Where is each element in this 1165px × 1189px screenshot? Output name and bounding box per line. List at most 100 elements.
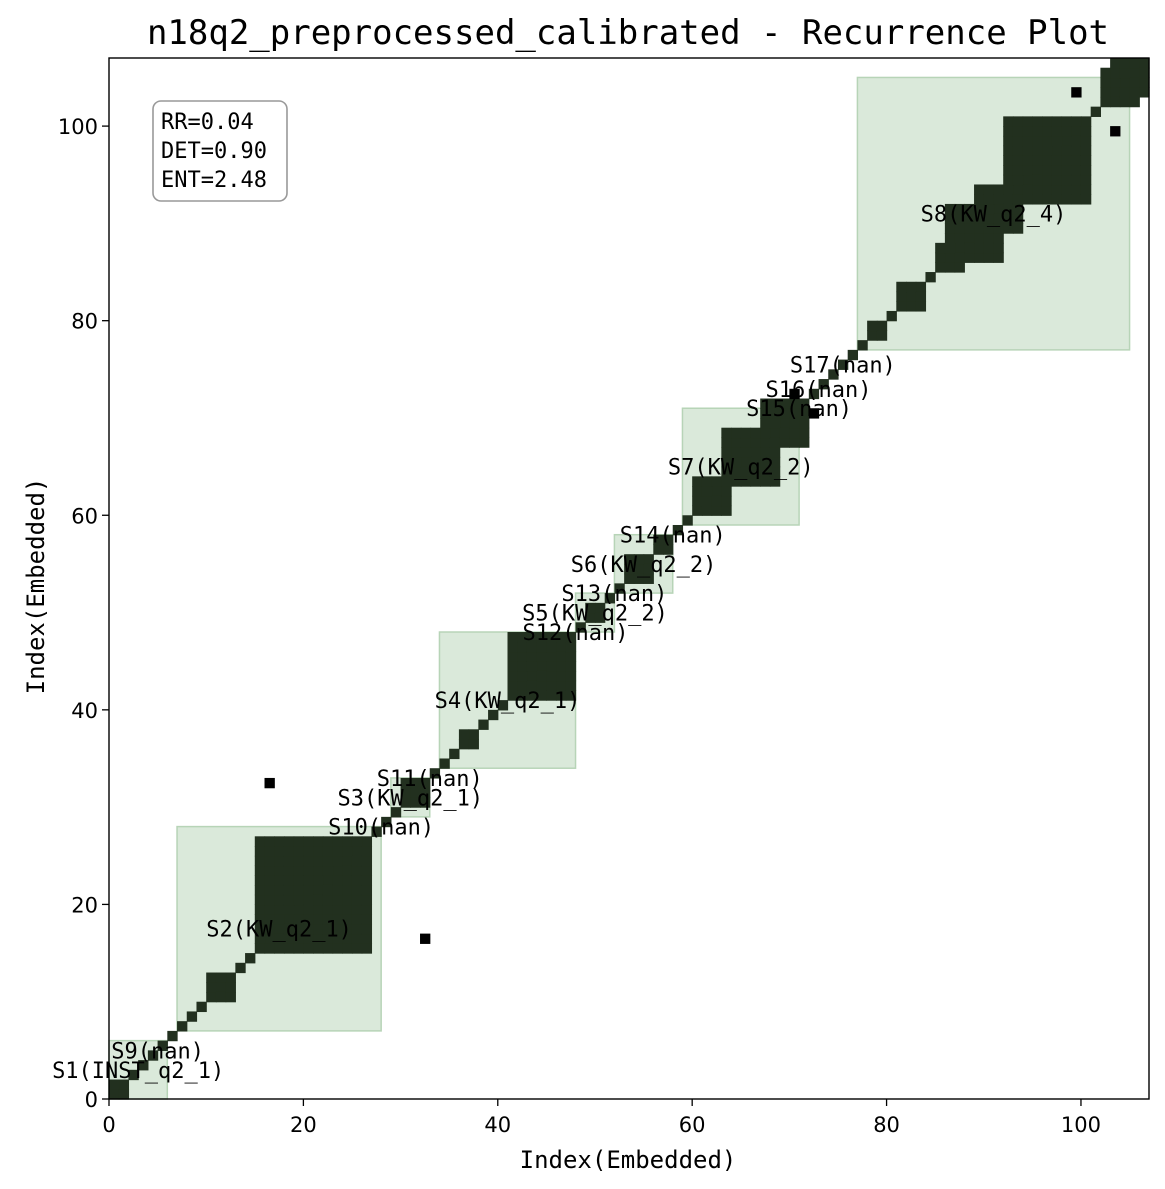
recurrence-point xyxy=(1071,135,1082,147)
recurrence-point xyxy=(225,982,236,993)
recurrence-point xyxy=(342,875,353,886)
recurrence-point xyxy=(1080,165,1092,176)
recurrence-point xyxy=(526,641,538,653)
recurrence-point xyxy=(478,719,489,730)
recurrence-point xyxy=(303,923,314,935)
recurrence-point xyxy=(526,690,538,701)
recurrence-point xyxy=(954,203,965,215)
segment-label: S6(KW_q2_2) xyxy=(571,553,717,578)
segment-label: S4(KW_q2_1) xyxy=(435,689,581,714)
recurrence-point xyxy=(1022,126,1033,137)
segment-label: S1(INST_q2_1) xyxy=(52,1059,224,1084)
recurrence-point xyxy=(769,447,781,458)
stats-box: RR=0.04 DET=0.90 ENT=2.48 xyxy=(152,100,288,202)
recurrence-point xyxy=(789,408,800,419)
recurrence-point xyxy=(779,427,790,439)
recurrence-point xyxy=(264,855,275,867)
recurrence-point xyxy=(983,223,995,234)
recurrence-point xyxy=(964,233,975,244)
recurrence-point xyxy=(536,632,547,643)
recurrence-point xyxy=(254,904,266,915)
recurrence-point xyxy=(118,1089,130,1100)
recurrence-point xyxy=(322,875,334,886)
x-tick-label: 100 xyxy=(1061,1113,1101,1137)
recurrence-point xyxy=(799,398,810,409)
recurrence-point xyxy=(556,670,567,682)
recurrence-point xyxy=(254,884,266,896)
recurrence-point xyxy=(1100,96,1111,108)
recurrence-point xyxy=(342,846,353,857)
recurrence-point xyxy=(293,923,304,935)
recurrence-point xyxy=(633,554,645,565)
recurrence-point xyxy=(974,223,985,234)
recurrence-point xyxy=(886,310,897,322)
recurrence-point xyxy=(789,417,800,429)
recurrence-point xyxy=(1003,213,1014,224)
recurrence-point xyxy=(322,855,334,867)
recurrence-point xyxy=(750,427,761,439)
recurrence-point xyxy=(954,233,965,244)
recurrence-point xyxy=(1042,135,1053,147)
recurrence-point xyxy=(274,865,285,876)
recurrence-point xyxy=(789,388,800,400)
recurrence-point xyxy=(1061,145,1072,156)
recurrence-point xyxy=(342,836,353,847)
recurrence-point xyxy=(225,991,236,1003)
recurrence-point xyxy=(322,894,334,906)
recurrence-point xyxy=(789,427,800,439)
recurrence-point xyxy=(556,651,567,662)
x-tick-label: 80 xyxy=(873,1113,900,1137)
recurrence-point xyxy=(1100,67,1111,79)
recurrence-point xyxy=(750,456,761,468)
recurrence-point xyxy=(497,700,509,711)
recurrence-point xyxy=(507,632,518,643)
recurrence-point xyxy=(332,923,343,935)
recurrence-point xyxy=(1051,165,1063,176)
recurrence-point xyxy=(1051,145,1063,156)
recurrence-point xyxy=(594,602,606,614)
recurrence-point xyxy=(1003,223,1014,234)
recurrence-point xyxy=(1071,194,1082,205)
recurrence-point xyxy=(1051,194,1063,205)
recurrence-point xyxy=(283,855,295,867)
recurrence-point xyxy=(1080,145,1092,156)
recurrence-point xyxy=(254,943,266,954)
recurrence-point xyxy=(322,943,334,954)
recurrence-point xyxy=(1032,126,1043,137)
recurrence-point xyxy=(274,836,285,847)
recurrence-point xyxy=(1071,155,1082,166)
recurrence-point xyxy=(760,437,771,448)
recurrence-point xyxy=(1110,87,1121,98)
x-tick-label: 20 xyxy=(290,1113,317,1137)
recurrence-point xyxy=(361,875,373,886)
x-axis-ticks: 0 20 40 60 80 100 xyxy=(102,1099,1101,1137)
recurrence-point xyxy=(1071,174,1082,186)
recurrence-point xyxy=(1139,67,1150,79)
y-axis-ticks: 0 20 40 60 80 100 xyxy=(58,115,109,1112)
recurrence-point xyxy=(390,807,402,818)
recurrence-point xyxy=(993,203,1004,215)
recurrence-point xyxy=(1022,135,1033,147)
recurrence-point xyxy=(264,865,275,876)
recurrence-point xyxy=(303,933,314,944)
recurrence-point xyxy=(1129,77,1140,88)
segment-label: S2(KW_q2_1) xyxy=(206,918,352,943)
recurrence-point xyxy=(546,661,557,672)
recurrence-point xyxy=(322,904,334,915)
recurrence-point xyxy=(1032,155,1043,166)
recurrence-point xyxy=(944,252,956,263)
recurrence-point xyxy=(420,933,431,944)
recurrence-point xyxy=(322,914,334,925)
recurrence-point xyxy=(254,855,266,867)
recurrence-point xyxy=(1003,184,1014,195)
recurrence-point xyxy=(682,515,693,526)
recurrence-point xyxy=(808,408,820,419)
recurrence-point xyxy=(983,194,995,205)
recurrence-point xyxy=(556,661,567,672)
recurrence-point xyxy=(458,729,470,740)
recurrence-point xyxy=(400,797,411,808)
recurrence-point xyxy=(1042,145,1053,156)
y-tick-label: 20 xyxy=(71,893,98,917)
recurrence-point xyxy=(740,456,752,468)
recurrence-point xyxy=(1012,116,1024,127)
